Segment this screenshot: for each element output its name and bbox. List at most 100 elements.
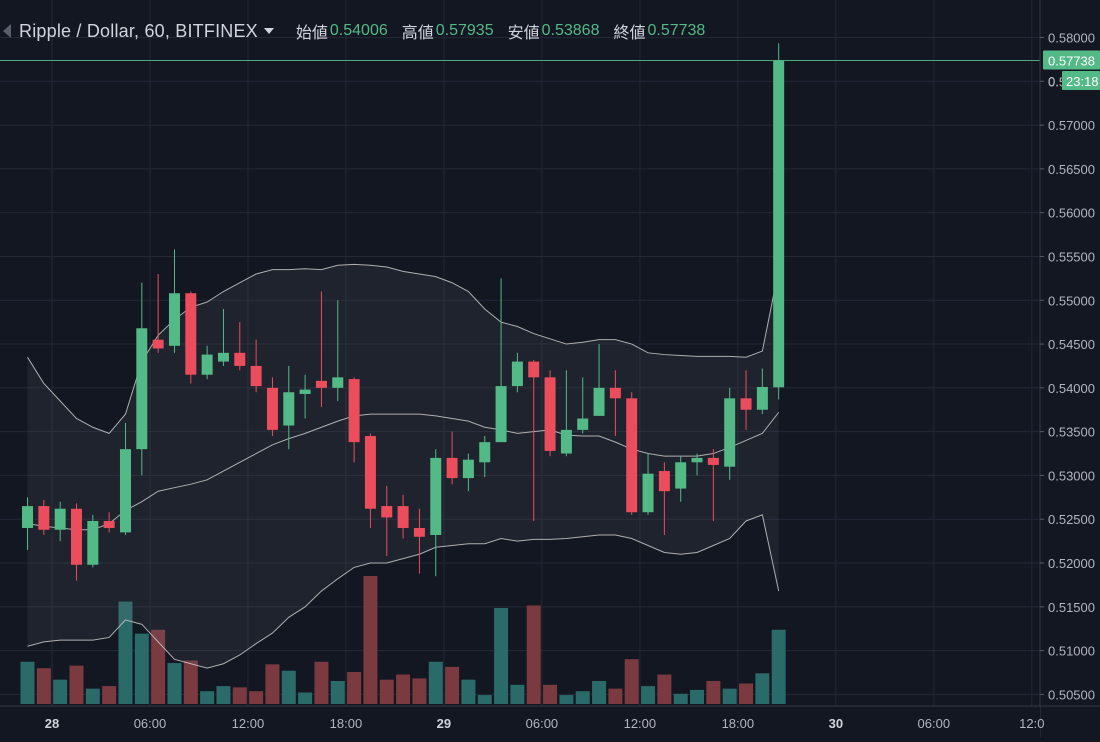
volume-bar <box>200 691 215 704</box>
candle-body <box>381 506 393 518</box>
price-axis-panel[interactable] <box>1040 0 1100 737</box>
candle-up <box>593 344 605 416</box>
candle-body <box>299 389 311 394</box>
candle-down <box>446 431 458 485</box>
volume-bar <box>36 668 51 704</box>
price-tick-label: 0.54000 <box>1048 381 1095 396</box>
candle-down <box>348 377 360 463</box>
volume-bar <box>641 686 656 704</box>
candle-body <box>103 520 115 528</box>
volume-bar <box>314 661 329 704</box>
candle-up <box>495 278 507 443</box>
volume-bar <box>673 693 688 704</box>
candle-down <box>609 370 621 437</box>
candle-body <box>315 380 327 388</box>
candle-body <box>152 339 164 349</box>
volume-bar <box>151 629 166 704</box>
candle-body <box>560 429 572 454</box>
countdown-badge-label: 23:18 <box>1066 74 1099 89</box>
candle-body <box>22 506 34 528</box>
candle-body <box>642 473 654 513</box>
candle-down <box>544 370 556 457</box>
volume-bar <box>298 692 313 704</box>
volume-bar <box>102 686 117 704</box>
volume-bar <box>657 674 672 704</box>
candle-body <box>397 506 409 528</box>
volume-bar <box>216 686 231 704</box>
time-tick-label: 06:00 <box>918 716 951 731</box>
symbol-title[interactable]: Ripple / Dollar, 60, BITFINEX <box>19 20 258 41</box>
candle-body <box>136 328 148 450</box>
volume-bar <box>330 680 345 704</box>
candle-body <box>168 293 180 346</box>
collapse-arrow-icon[interactable] <box>3 24 11 38</box>
candle-down <box>707 449 719 521</box>
close-label: 終値 <box>613 25 646 42</box>
volume-bar <box>445 666 460 704</box>
candle-body <box>740 398 752 410</box>
candle-up <box>724 387 736 480</box>
low-value: 0.53868 <box>541 22 600 39</box>
countdown-badge <box>1062 71 1100 90</box>
candle-body <box>348 379 360 443</box>
time-tick-label: 06:00 <box>526 716 559 731</box>
open-value: 0.54006 <box>329 22 388 39</box>
volume-bar <box>85 688 100 704</box>
time-axis-panel[interactable] <box>0 706 1040 737</box>
candle-body <box>626 398 638 513</box>
price-tick-label: 0.53500 <box>1048 425 1095 440</box>
candle-down <box>364 433 376 528</box>
volume-bar <box>412 678 427 704</box>
candle-up <box>168 249 180 353</box>
candle-body <box>724 398 736 467</box>
bollinger-middle-line <box>27 412 780 531</box>
volume-bar <box>575 691 590 704</box>
price-tick-label: 0.57000 <box>1048 118 1095 133</box>
candle-down <box>315 291 327 408</box>
volume-bar <box>526 605 541 704</box>
candle-body <box>38 506 50 530</box>
candle-body <box>413 527 425 537</box>
volume-bar <box>379 679 394 704</box>
time-tick-label: 12:0 <box>1019 716 1044 731</box>
candle-body <box>446 457 458 479</box>
volume-bar <box>722 688 737 704</box>
candle-down <box>185 291 197 384</box>
candle-up <box>479 436 491 478</box>
bollinger-lower-line <box>27 514 780 669</box>
volume-bar <box>428 661 443 704</box>
volume-bar <box>477 695 492 704</box>
candle-body <box>593 387 605 416</box>
candle-up <box>283 365 295 450</box>
volume-bar <box>706 680 721 704</box>
price-tick-label: 0.50500 <box>1048 687 1095 702</box>
candle-body <box>707 457 719 465</box>
countdown-prefix-label: 0. <box>1048 74 1059 89</box>
candle-up <box>462 453 474 492</box>
time-tick-label: 18:00 <box>330 716 363 731</box>
candle-down <box>626 392 638 515</box>
candle-up <box>560 370 572 457</box>
candle-down <box>528 359 540 521</box>
candle-body <box>250 365 262 387</box>
time-tick-label: 12:00 <box>232 716 265 731</box>
candle-up <box>675 456 687 502</box>
candle-body <box>119 449 131 533</box>
bollinger-fill <box>27 264 779 669</box>
symbol-dropdown-caret-icon[interactable] <box>263 28 274 34</box>
candle-body <box>332 377 344 388</box>
candle-body <box>217 352 229 362</box>
candle-body <box>70 508 82 565</box>
candle-body <box>266 387 278 430</box>
candle-down <box>103 512 115 533</box>
candle-body <box>479 442 491 463</box>
candle-up <box>299 374 311 419</box>
candle-up <box>577 377 589 434</box>
candle-down <box>266 377 278 437</box>
candle-body <box>756 386 768 410</box>
volume-bar <box>755 673 770 704</box>
volume-bar <box>494 608 509 704</box>
